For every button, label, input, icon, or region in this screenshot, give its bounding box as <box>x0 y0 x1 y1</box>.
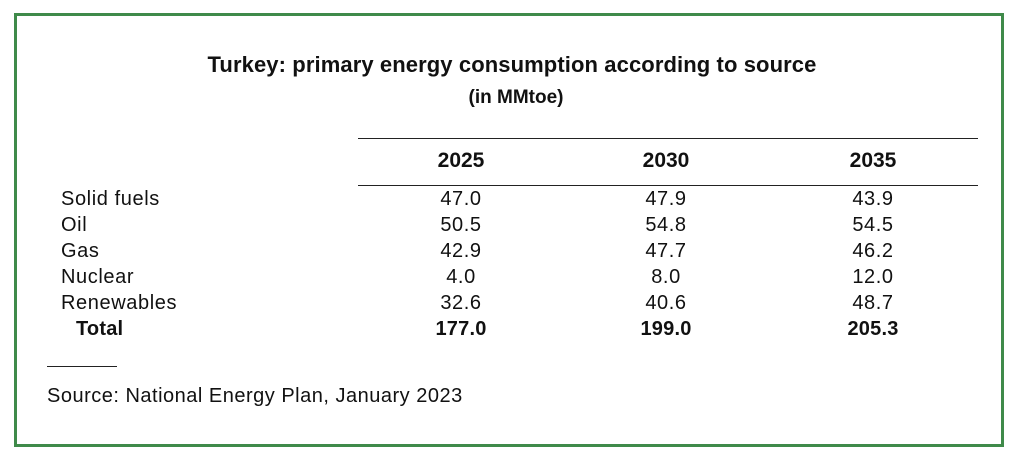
cell-oil-2025: 50.5 <box>440 214 482 236</box>
row-label-solid-fuels: Solid fuels <box>61 188 160 210</box>
column-header-2035: 2035 <box>849 149 897 172</box>
row-label-total: Total <box>76 318 124 340</box>
table-frame <box>14 13 1004 447</box>
cell-total-2030: 199.0 <box>640 318 692 340</box>
column-header-2025: 2025 <box>437 149 485 172</box>
cell-nuclear-2035: 12.0 <box>852 266 894 288</box>
cell-total-2025: 177.0 <box>435 318 487 340</box>
table-title: Turkey: primary energy consumption accor… <box>207 52 817 77</box>
header-top-rule <box>358 138 978 139</box>
cell-nuclear-2030: 8.0 <box>651 266 681 288</box>
footnote-rule <box>47 366 117 367</box>
cell-oil-2030: 54.8 <box>645 214 687 236</box>
cell-gas-2025: 42.9 <box>440 240 482 262</box>
row-label-renewables: Renewables <box>61 292 178 314</box>
cell-solid-fuels-2035: 43.9 <box>852 188 894 210</box>
source-note: Source: National Energy Plan, January 20… <box>47 385 463 407</box>
cell-gas-2030: 47.7 <box>645 240 687 262</box>
column-header-2030: 2030 <box>642 149 690 172</box>
cell-total-2035: 205.3 <box>847 318 899 340</box>
cell-gas-2035: 46.2 <box>852 240 894 262</box>
cell-solid-fuels-2025: 47.0 <box>440 188 482 210</box>
row-label-nuclear: Nuclear <box>61 266 135 288</box>
cell-solid-fuels-2030: 47.9 <box>645 188 687 210</box>
row-label-gas: Gas <box>61 240 100 262</box>
cell-nuclear-2025: 4.0 <box>446 266 476 288</box>
header-bottom-rule <box>358 185 978 186</box>
cell-oil-2035: 54.5 <box>852 214 894 236</box>
cell-renewables-2035: 48.7 <box>852 292 894 314</box>
table-subtitle: (in MMtoe) <box>468 87 564 108</box>
cell-renewables-2030: 40.6 <box>645 292 687 314</box>
row-label-oil: Oil <box>61 214 88 236</box>
cell-renewables-2025: 32.6 <box>440 292 482 314</box>
